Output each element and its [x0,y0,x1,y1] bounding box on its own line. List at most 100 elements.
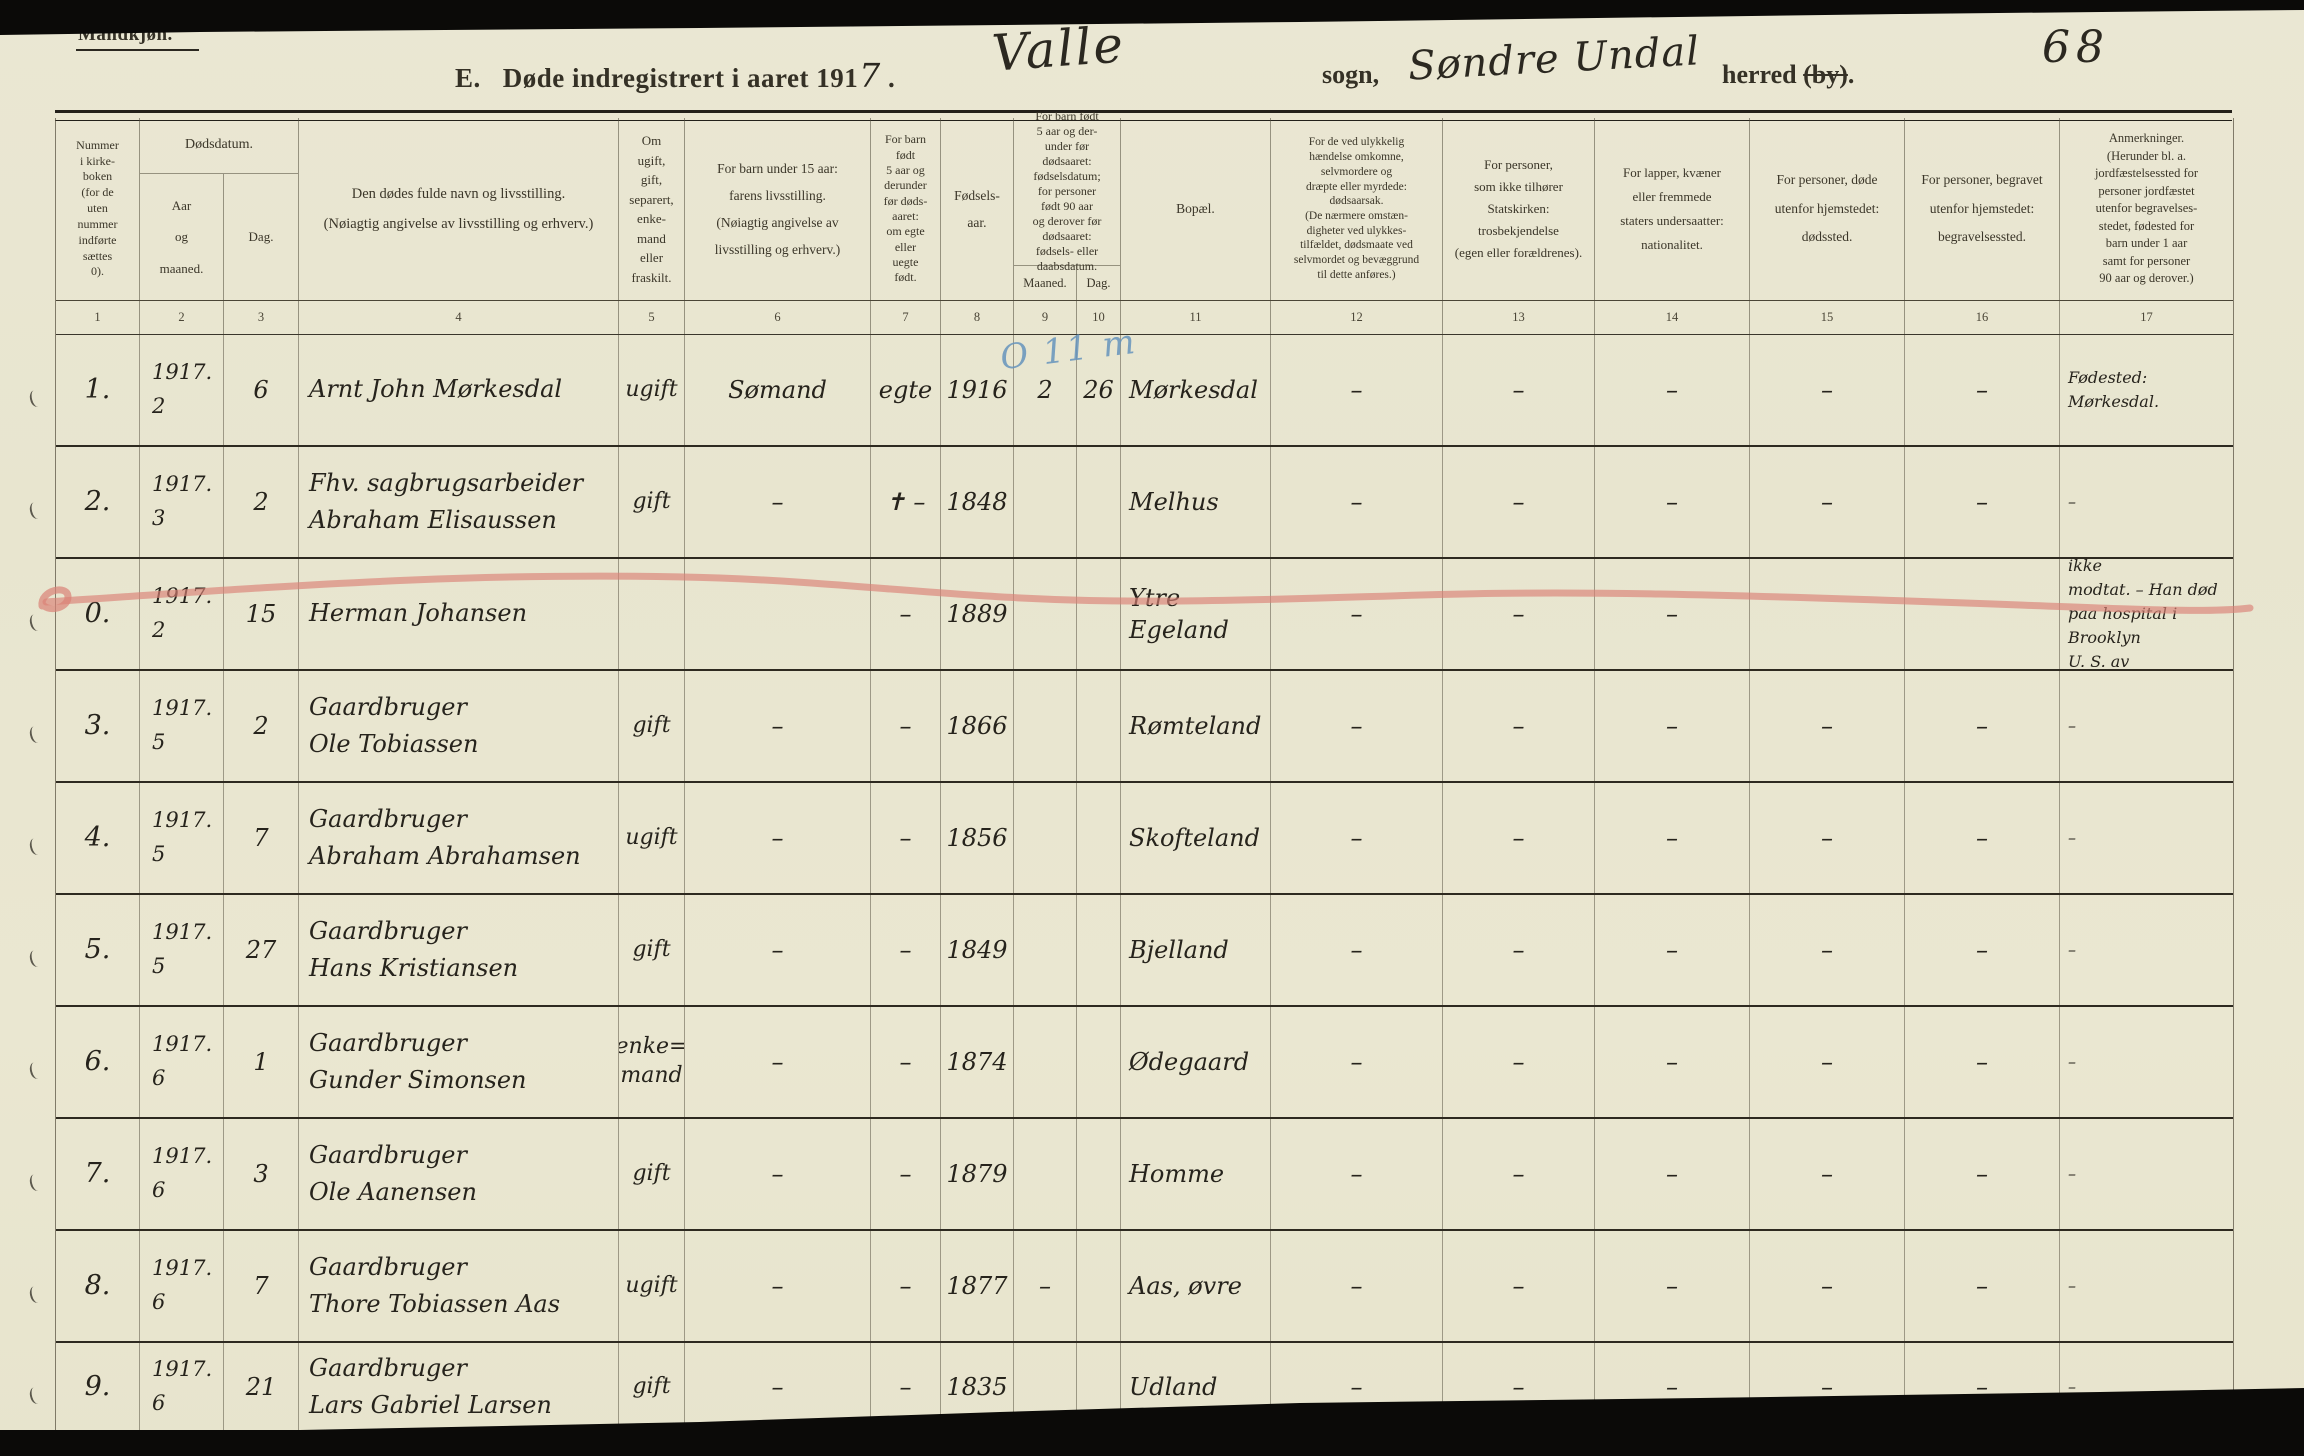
col-header-day: Dag. [224,174,299,300]
cell-name-occupation: Gaardbruger Abraham Abrahamsen [299,783,619,893]
table-row: 9. 1917. 6 21 Gaardbruger Lars Gabriel L… [56,1343,2233,1433]
cell-burial-place: – [1905,1007,2060,1117]
cell-name-occupation: Gaardbruger Lars Gabriel Larsen [299,1343,619,1431]
cell-father-occupation: – [685,1007,871,1117]
cell-name-occupation: Arnt John Mørkesdal [299,335,619,445]
cell-number: 0. [56,559,140,669]
cell-remarks: – [2068,940,2076,959]
cell-death-year-month: 1917. 3 [140,447,224,557]
cell-father-occupation: – [685,447,871,557]
col-header-burial-place: For personer, begravet utenfor hjemstede… [1905,118,2060,300]
cell-residence: Mørkesdal [1121,335,1271,445]
cell-remarks: – [2068,1052,2076,1071]
col-num: 7 [871,301,941,334]
cell-marital-status: enke= mand [619,1007,685,1117]
cell-residence: Aas, øvre [1121,1231,1271,1341]
district-handwritten: Søndre Undal [1406,28,1702,90]
sogn-label: sogn, [1322,60,1380,89]
cell-death-day: 27 [224,895,299,1005]
table-row: 3. 1917. 5 2 Gaardbruger Ole Tobiassen g… [56,671,2233,783]
column-number-row: 1 2 3 4 5 6 7 8 9 10 11 12 13 14 15 16 1… [56,301,2233,335]
table-body: 1. 1917. 2 6 Arnt John Mørkesdal ugift S… [56,335,2233,1433]
cell-legitimacy: – [871,783,941,893]
cell-burial-place: – [1905,447,2060,557]
cell-faith: – [1443,1119,1595,1229]
col-header-nationality: For lapper, kvæner eller fremmede stater… [1595,118,1750,300]
cell-father-occupation: – [685,1343,871,1431]
cell-birth-month [1014,559,1077,669]
cell-birth-day: 26 [1077,335,1121,445]
col-num: 5 [619,301,685,334]
cell-death-place: – [1750,895,1905,1005]
cell-accident-cause: – [1271,1343,1443,1431]
cell-nationality: – [1595,1343,1750,1431]
col-header-birth-month: Maaned. [1014,266,1077,300]
cell-death-place: – [1750,1007,1905,1117]
herred-word: herred [1722,60,1804,89]
cell-birth-year: 1889 [941,559,1014,669]
cell-burial-place: – [1905,895,2060,1005]
cell-number: 4. [56,783,140,893]
cell-faith: – [1443,335,1595,445]
cell-death-place [1750,559,1905,669]
cell-number: 3. [56,671,140,781]
cell-death-year-month: 1917. 6 [140,1119,224,1229]
cell-accident-cause: – [1271,1231,1443,1341]
cell-birth-month [1014,1007,1077,1117]
cell-marital-status [619,559,685,669]
cell-death-place: – [1750,783,1905,893]
cell-residence: Ødegaard [1121,1007,1271,1117]
col-num: 2 [140,301,224,334]
cell-legitimacy: – [871,1119,941,1229]
cell-birth-month [1014,1343,1077,1431]
cell-accident-cause: – [1271,559,1443,669]
cell-death-day: 15 [224,559,299,669]
cell-residence: Rømteland [1121,671,1271,781]
cell-birth-month: 2 [1014,335,1077,445]
cell-father-occupation [685,559,871,669]
col-num: 10 [1077,301,1121,334]
cell-death-day: 1 [224,1007,299,1117]
cell-legitimacy: – [871,559,941,669]
cell-birth-year: 1916 [941,335,1014,445]
col-header-legitimacy: For barn født 5 aar og derunder før døds… [871,118,941,300]
cell-birth-day [1077,1231,1121,1341]
table-row: 0. 1917. 2 15 Herman Johansen – 1889 Ytr… [56,559,2233,671]
cell-remarks: – [2068,716,2076,735]
cell-birth-day [1077,1119,1121,1229]
col-num: 4 [299,301,619,334]
herred-label: herred (by). [1722,60,1854,90]
cell-accident-cause: – [1271,783,1443,893]
page-title: E. Døde indregistrert i aaret 1917 . [455,56,895,95]
cell-faith: – [1443,1231,1595,1341]
cell-number: 2. [56,447,140,557]
cell-death-year-month: 1917. 5 [140,671,224,781]
cell-remarks: – [2068,492,2076,511]
cell-name-occupation: Gaardbruger Gunder Simonsen [299,1007,619,1117]
register-table: Nummer i kirke- boken (for de uten numme… [55,109,2234,1433]
table-row: 4. 1917. 5 7 Gaardbruger Abraham Abraham… [56,783,2233,895]
col-num: 1 [56,301,140,334]
cell-marital-status: gift [619,671,685,781]
cell-residence: Ytre Egeland [1121,559,1271,669]
col-header-number: Nummer i kirke- boken (for de uten numme… [56,118,140,300]
cell-death-year-month: 1917. 6 [140,1007,224,1117]
cell-legitimacy: ✝ – [871,447,941,557]
section-letter: E. [455,63,481,93]
cell-faith: – [1443,1007,1595,1117]
title-text: Døde indregistrert i aaret 191 [502,63,859,93]
col-num: 3 [224,301,299,334]
cell-birth-day [1077,559,1121,669]
table-row: 5. 1917. 5 27 Gaardbruger Hans Kristians… [56,895,2233,1007]
col-header-deathdate: Dødsdatum. [140,118,299,174]
col-header-birth-day: Dag. [1077,266,1121,300]
cell-remarks: – [2068,1276,2076,1295]
cell-death-year-month: 1917. 5 [140,895,224,1005]
table-row: 7. 1917. 6 3 Gaardbruger Ole Aanensen gi… [56,1119,2233,1231]
col-header-father: For barn under 15 aar: farens livsstilli… [685,118,871,300]
cell-name-occupation: Gaardbruger Ole Tobiassen [299,671,619,781]
cell-birth-year: 1866 [941,671,1014,781]
cell-birth-day [1077,447,1121,557]
cell-accident-cause: – [1271,671,1443,781]
col-header-marital: Om ugift, gift, separert, enke- mand ell… [619,118,685,300]
